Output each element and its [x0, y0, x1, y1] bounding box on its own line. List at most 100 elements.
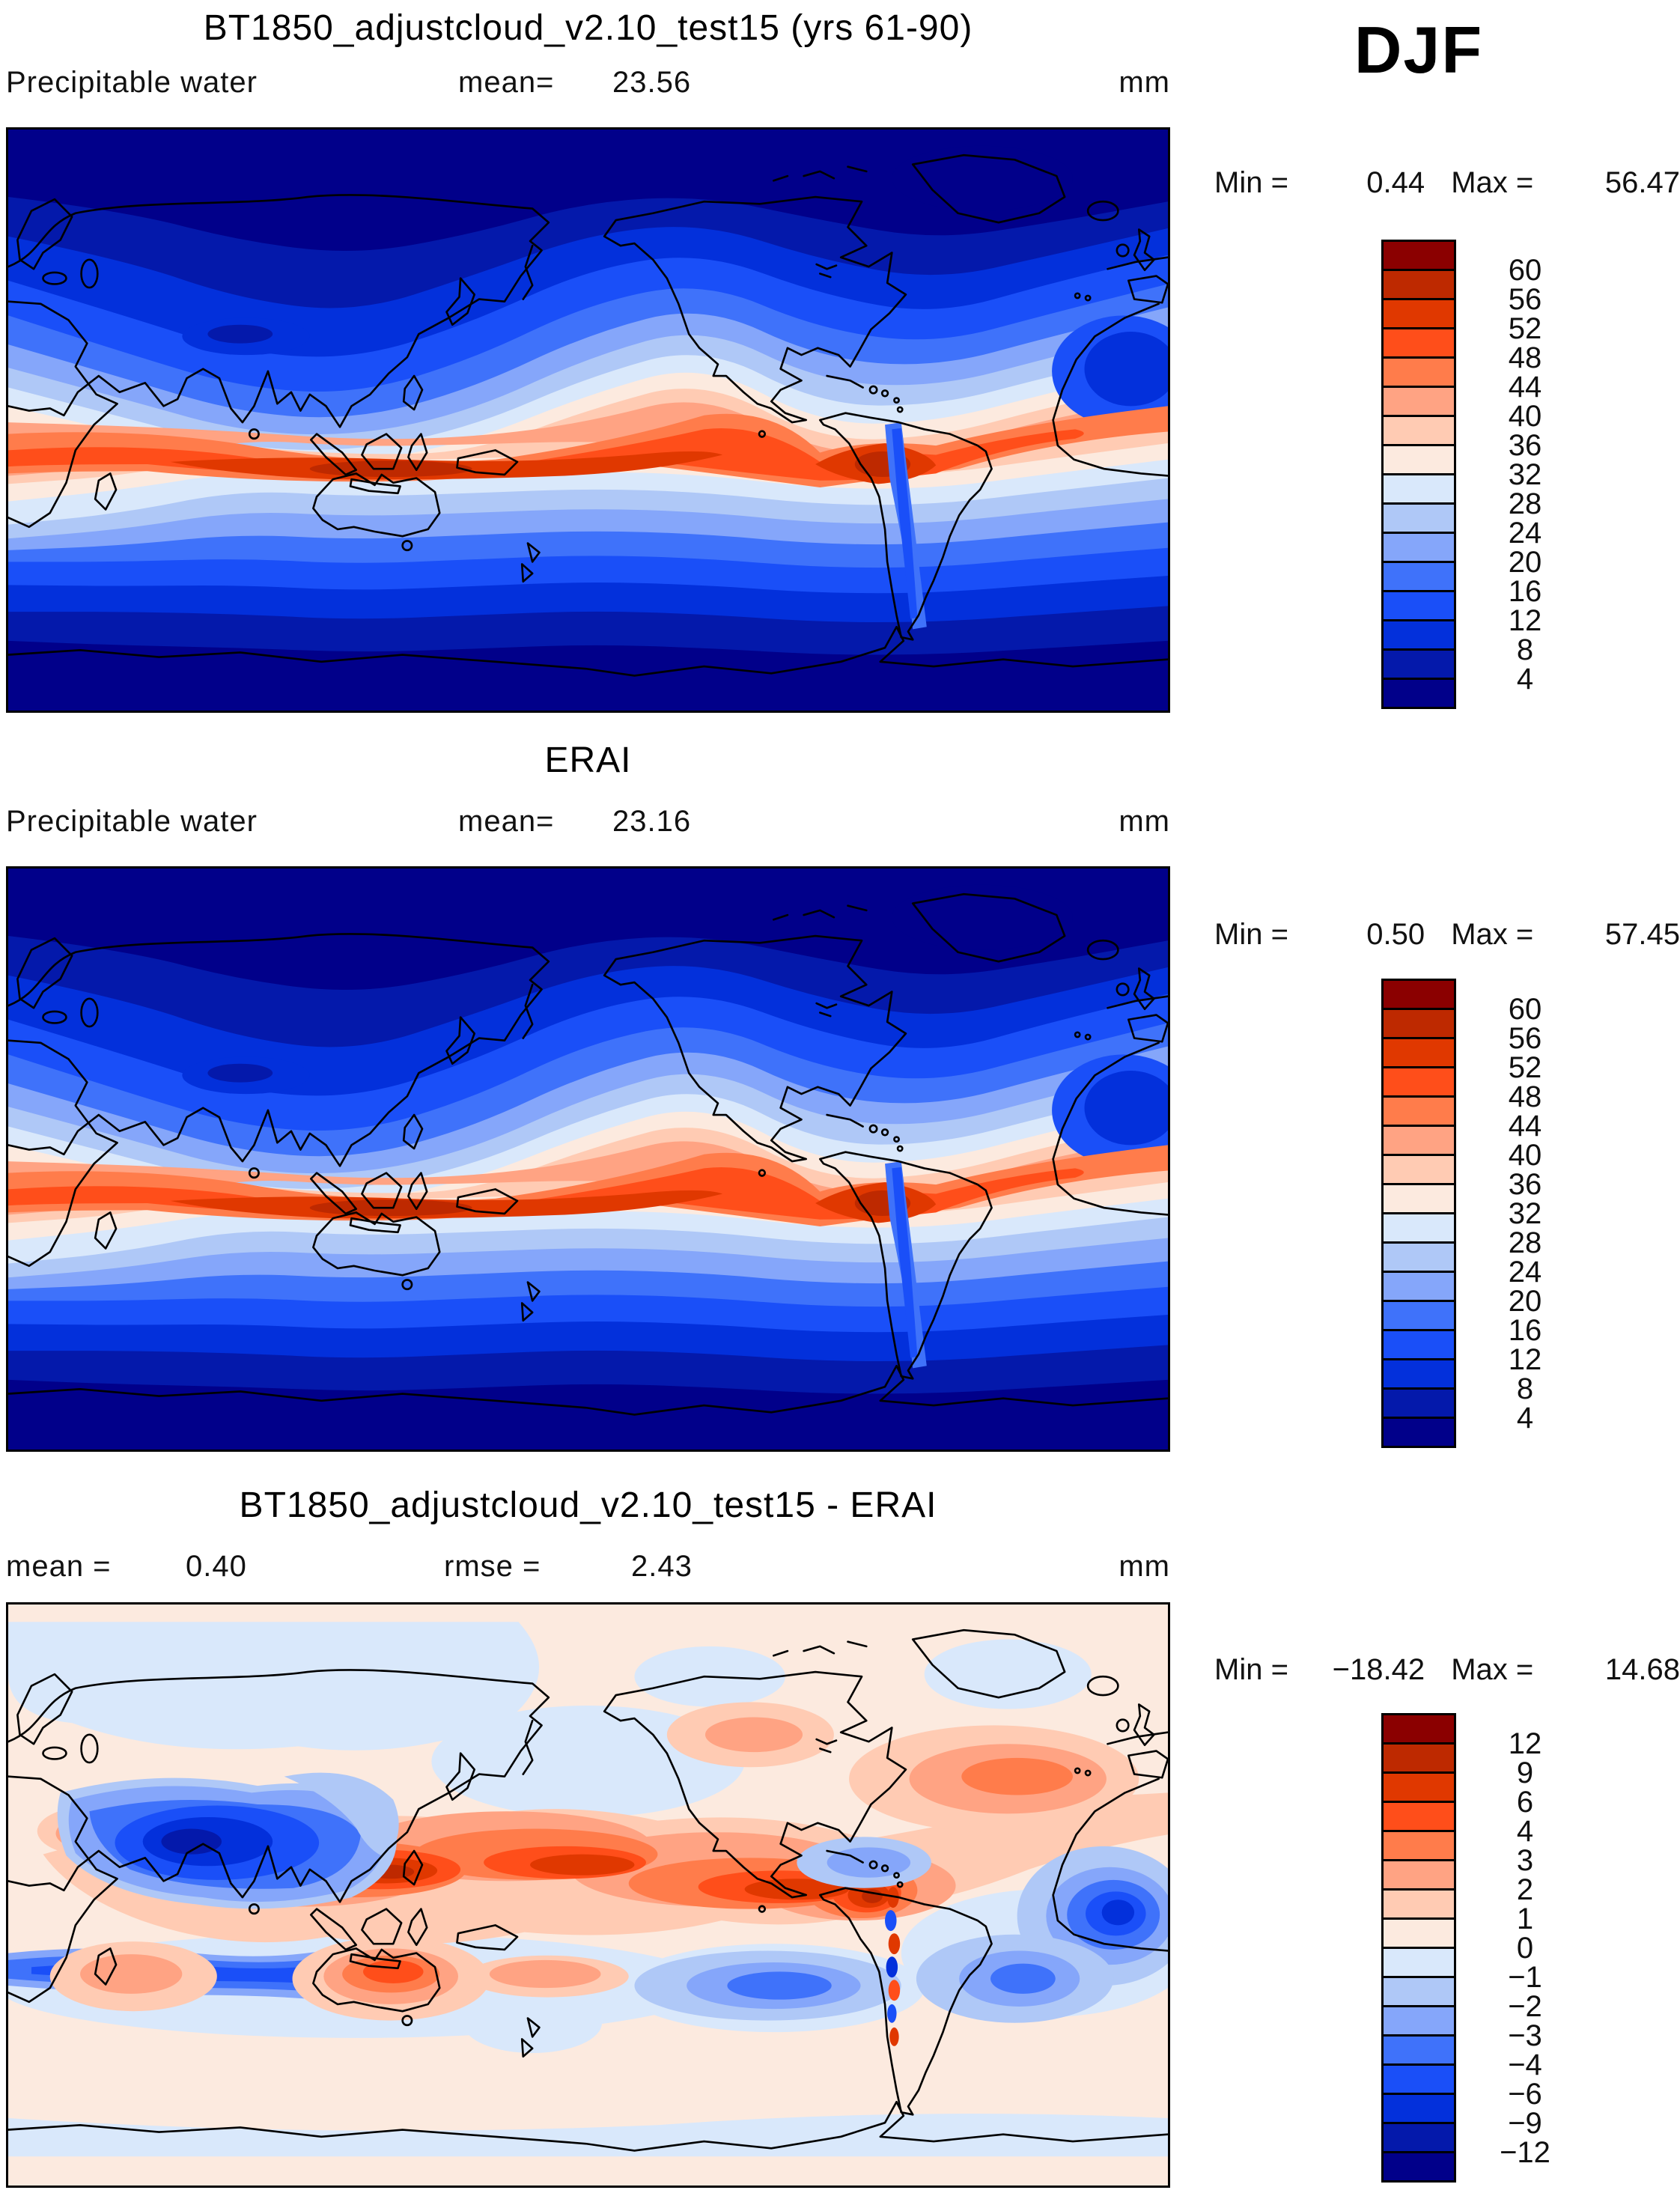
colorbar-cell: [1381, 2122, 1456, 2151]
colorbar-tick-label: 32: [1508, 1197, 1542, 1230]
panel1-mean-value: 23.56: [612, 66, 692, 99]
colorbar-cell: [1381, 979, 1456, 1008]
colorbar-cell: [1381, 1154, 1456, 1183]
panel1-map-svg: [8, 130, 1168, 711]
colorbar-tick-label: 24: [1508, 1256, 1542, 1289]
colorbar-cell: [1381, 386, 1456, 415]
panel2-max-label: Max =: [1443, 918, 1542, 951]
colorbar-tick-label: 36: [1508, 1168, 1542, 1201]
panel2-title: ERAI: [544, 740, 632, 780]
colorbar-tick-label: 28: [1508, 1226, 1542, 1259]
colorbar-cell: [1381, 1008, 1456, 1037]
panel1-variable-label: Precipitable water: [6, 66, 258, 99]
panel3-colorbar-ticks: 12 9 6 4 3 2 1 0 −1 −2 −3 −4 −6 −9 −12: [1461, 1713, 1589, 2185]
colorbar-cell: [1381, 1917, 1456, 1947]
panel3-colorbar: [1381, 1713, 1456, 2183]
colorbar-cell: [1381, 1771, 1456, 1801]
colorbar-tick-label: 60: [1508, 254, 1542, 287]
colorbar-tick-label: −6: [1508, 2078, 1542, 2111]
colorbar-tick-label: 40: [1508, 1139, 1542, 1172]
panel3-map-svg: [8, 1605, 1168, 2186]
colorbar-cell: [1381, 1947, 1456, 1976]
colorbar-cell: [1381, 444, 1456, 473]
colorbar-cell: [1381, 1742, 1456, 1771]
colorbar-cell: [1381, 678, 1456, 709]
colorbar-tick-label: 12: [1508, 1727, 1542, 1760]
colorbar-tick-label: 2: [1516, 1873, 1534, 1906]
colorbar-cell: [1381, 1095, 1456, 1125]
panel3-mean-value: 0.40: [186, 1550, 247, 1583]
panel3-min-label: Min =: [1214, 1653, 1297, 1686]
colorbar-cell: [1381, 1037, 1456, 1066]
colorbar-cell: [1381, 298, 1456, 327]
colorbar-tick-label: 12: [1508, 1343, 1542, 1376]
colorbar-tick-label: 20: [1508, 1285, 1542, 1318]
colorbar-tick-label: 16: [1508, 1314, 1542, 1347]
panel3-rmse-value: 2.43: [631, 1550, 693, 1583]
colorbar-tick-label: 44: [1508, 371, 1542, 404]
colorbar-cell: [1381, 590, 1456, 619]
panel1-title: BT1850_adjustcloud_v2.10_test15 (yrs 61-…: [203, 8, 973, 48]
colorbar-cell: [1381, 2063, 1456, 2093]
colorbar-cell: [1381, 648, 1456, 678]
colorbar-cell: [1381, 1387, 1456, 1417]
colorbar-tick-label: 24: [1508, 517, 1542, 550]
colorbar-tick-label: 60: [1508, 993, 1542, 1026]
colorbar-cell: [1381, 1125, 1456, 1154]
panel2-min-label: Min =: [1214, 918, 1297, 951]
colorbar-tick-label: 20: [1508, 546, 1542, 579]
panel1-min-value: 0.44: [1366, 166, 1425, 199]
colorbar-tick-label: 48: [1508, 341, 1542, 374]
panel3-map: [6, 1602, 1170, 2188]
panel1-header-row: Precipitable water mean= 23.56 mm: [6, 66, 1170, 103]
colorbar-cell: [1381, 1888, 1456, 1917]
colorbar-tick-label: 4: [1516, 1815, 1534, 1848]
panel1-max-label: Max =: [1443, 166, 1542, 199]
colorbar-tick-label: 16: [1508, 575, 1542, 608]
panel1-min-label: Min =: [1214, 166, 1297, 199]
colorbar-tick-label: 44: [1508, 1110, 1542, 1143]
colorbar-cell: [1381, 1358, 1456, 1387]
panel1-map: [6, 127, 1170, 713]
colorbar-cell: [1381, 1066, 1456, 1095]
colorbar-tick-label: 28: [1508, 487, 1542, 520]
colorbar-cell: [1381, 2005, 1456, 2034]
colorbar-cell: [1381, 415, 1456, 444]
colorbar-cell: [1381, 561, 1456, 590]
colorbar-cell: [1381, 327, 1456, 356]
colorbar-tick-label: 6: [1516, 1786, 1534, 1819]
colorbar-tick-label: 40: [1508, 400, 1542, 433]
colorbar-cell: [1381, 1300, 1456, 1329]
colorbar-tick-label: 3: [1516, 1844, 1534, 1877]
colorbar-tick-label: 52: [1508, 312, 1542, 345]
colorbar-cell: [1381, 1713, 1456, 1742]
colorbar-tick-label: 1: [1516, 1902, 1534, 1935]
panel2-max-value: 57.45: [1604, 918, 1680, 951]
panel3-min-value: −18.42: [1332, 1653, 1425, 1686]
colorbar-cell: [1381, 2034, 1456, 2063]
colorbar-tick-label: 52: [1508, 1051, 1542, 1084]
panel1-mean-label: mean=: [458, 66, 555, 99]
colorbar-tick-label: −3: [1508, 2019, 1542, 2052]
colorbar-tick-label: −4: [1508, 2048, 1542, 2081]
colorbar-cell: [1381, 356, 1456, 386]
colorbar-cell: [1381, 1212, 1456, 1241]
colorbar-cell: [1381, 240, 1456, 269]
colorbar-cell: [1381, 1417, 1456, 1448]
colorbar-tick-label: 8: [1516, 1372, 1534, 1405]
colorbar-tick-label: 0: [1516, 1932, 1534, 1965]
panel2-map: [6, 866, 1170, 1452]
panel1-max-value: 56.47: [1604, 166, 1680, 199]
colorbar-tick-label: 9: [1516, 1756, 1534, 1789]
panel2-map-svg: [8, 869, 1168, 1450]
season-label: DJF: [1354, 13, 1484, 87]
colorbar-cell: [1381, 2151, 1456, 2183]
panel2-min-value: 0.50: [1366, 918, 1425, 951]
panel2-mean-value: 23.16: [612, 805, 692, 838]
panel3-max-label: Max =: [1443, 1653, 1542, 1686]
colorbar-tick-label: 48: [1508, 1080, 1542, 1113]
colorbar-cell: [1381, 1271, 1456, 1300]
panel3-units-label: mm: [1119, 1550, 1170, 1583]
colorbar-tick-label: 4: [1516, 663, 1534, 696]
colorbar-cell: [1381, 1830, 1456, 1859]
